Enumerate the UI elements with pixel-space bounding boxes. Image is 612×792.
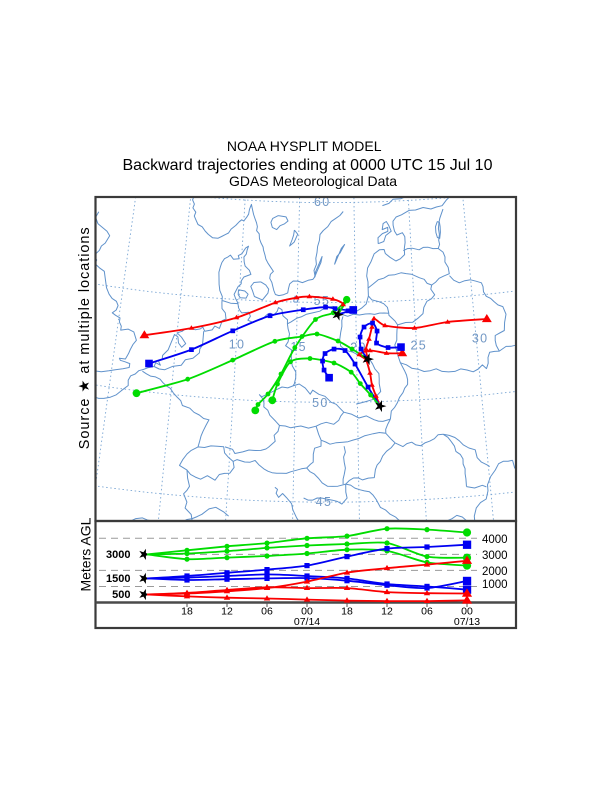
- svg-text:30: 30: [472, 332, 489, 346]
- svg-text:1000: 1000: [482, 579, 508, 591]
- svg-text:500: 500: [112, 589, 130, 601]
- svg-text:06: 06: [261, 606, 273, 618]
- svg-text:00: 00: [301, 606, 313, 618]
- svg-text:00: 00: [461, 606, 473, 618]
- svg-text:18: 18: [341, 606, 353, 618]
- svg-text:25: 25: [411, 339, 428, 353]
- svg-text:12: 12: [381, 606, 393, 618]
- svg-text:1500: 1500: [106, 573, 130, 585]
- svg-text:3000: 3000: [482, 550, 508, 562]
- svg-text:4000: 4000: [482, 534, 508, 546]
- svg-text:07/13: 07/13: [454, 616, 480, 628]
- svg-text:2000: 2000: [482, 566, 508, 578]
- svg-text:60: 60: [314, 195, 331, 209]
- svg-text:18: 18: [181, 606, 193, 618]
- svg-text:50: 50: [312, 396, 329, 410]
- svg-text:GDAS Meteorological Data: GDAS Meteorological Data: [229, 173, 397, 189]
- svg-text:Meters AGL: Meters AGL: [78, 517, 94, 591]
- svg-text:NOAA HYSPLIT MODEL: NOAA HYSPLIT MODEL: [227, 138, 382, 154]
- svg-text:Backward trajectories ending a: Backward trajectories ending at 0000 UTC…: [123, 157, 493, 174]
- svg-text:10: 10: [229, 337, 246, 351]
- svg-text:06: 06: [421, 606, 433, 618]
- svg-text:3000: 3000: [106, 549, 130, 561]
- svg-text:07/14: 07/14: [294, 616, 320, 628]
- svg-text:Source ★ at multiple location: Source ★ at multiple locations: [77, 226, 93, 449]
- svg-text:45: 45: [316, 495, 333, 509]
- svg-text:12: 12: [221, 606, 233, 618]
